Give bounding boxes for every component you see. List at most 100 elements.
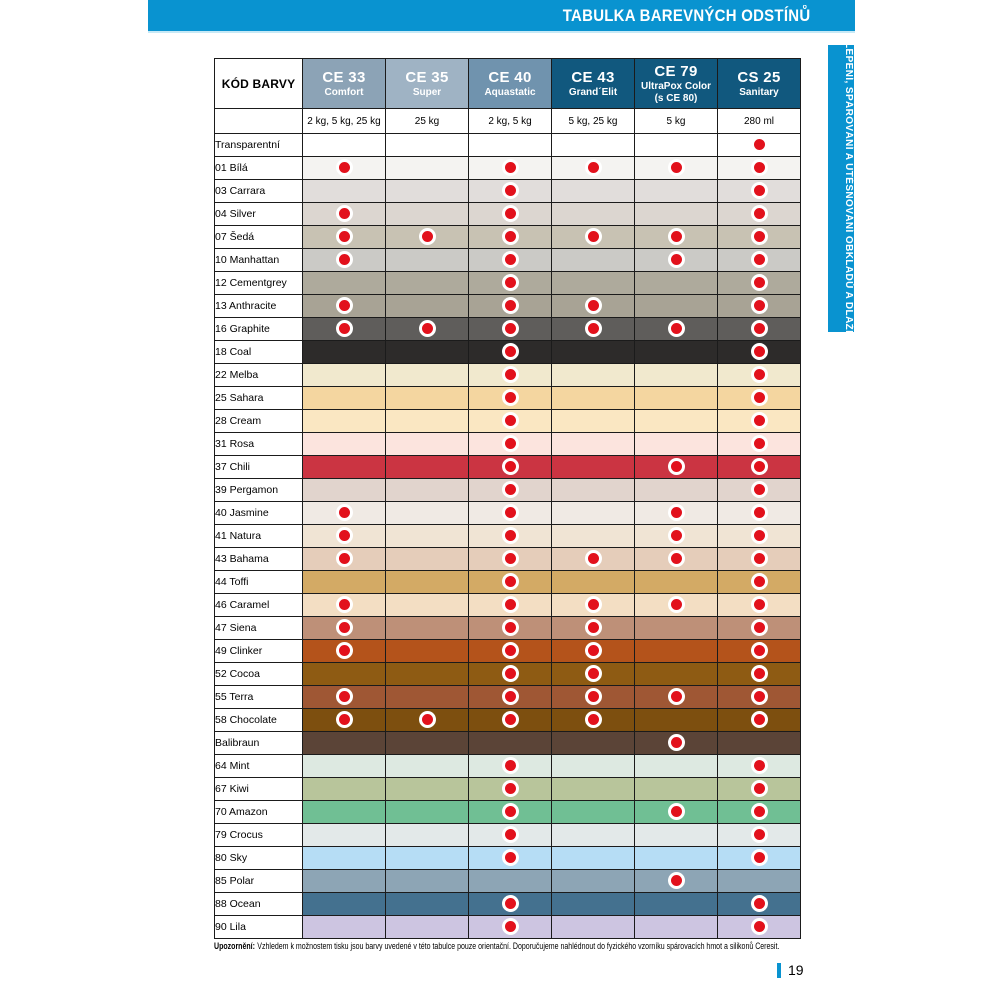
color-swatch-cell bbox=[551, 754, 635, 778]
column-header-cs-25: CS 25 Sanitary bbox=[717, 58, 801, 109]
color-swatch-cell bbox=[634, 455, 718, 479]
color-swatch-cell bbox=[385, 156, 469, 180]
color-swatch-cell bbox=[551, 225, 635, 249]
color-swatch-cell bbox=[551, 248, 635, 272]
color-swatch-cell bbox=[385, 915, 469, 939]
color-label: 18 Coal bbox=[214, 340, 303, 364]
color-swatch-cell bbox=[551, 363, 635, 387]
availability-dot-icon bbox=[501, 849, 519, 867]
color-swatch-cell bbox=[717, 823, 801, 847]
table-row: Transparentní bbox=[214, 133, 801, 157]
color-label: 41 Natura bbox=[214, 524, 303, 548]
availability-dot-icon bbox=[750, 918, 768, 936]
color-swatch-cell bbox=[468, 777, 552, 801]
table-row: 25 Sahara bbox=[214, 386, 801, 410]
color-swatch-cell bbox=[634, 662, 718, 686]
color-swatch-cell bbox=[717, 271, 801, 295]
availability-dot-icon bbox=[501, 665, 519, 683]
color-swatch-cell bbox=[302, 156, 386, 180]
table-row: 58 Chocolate bbox=[214, 708, 801, 732]
color-swatch-cell bbox=[302, 294, 386, 318]
column-header-ce-35: CE 35 Super bbox=[385, 58, 469, 109]
availability-dot-icon bbox=[584, 320, 602, 338]
product-code: CE 40 bbox=[488, 68, 532, 86]
availability-dot-icon bbox=[584, 642, 602, 660]
color-swatch-cell bbox=[302, 202, 386, 226]
availability-dot-icon bbox=[750, 228, 768, 246]
color-swatch-cell bbox=[634, 501, 718, 525]
color-label: 07 Šedá bbox=[214, 225, 303, 249]
color-label: 55 Terra bbox=[214, 685, 303, 709]
availability-dot-icon bbox=[667, 159, 685, 177]
color-swatch-cell bbox=[551, 179, 635, 203]
color-swatch-cell bbox=[717, 685, 801, 709]
color-swatch-cell bbox=[468, 248, 552, 272]
color-swatch-cell bbox=[302, 455, 386, 479]
availability-dot-icon bbox=[750, 596, 768, 614]
availability-dot-icon bbox=[501, 159, 519, 177]
color-label: 28 Cream bbox=[214, 409, 303, 433]
color-swatch-cell bbox=[302, 662, 386, 686]
table-header-row: KÓD BARVY CE 33 Comfort CE 35 Super CE 40 Aqu… bbox=[214, 58, 801, 109]
table-row: 01 Bílá bbox=[214, 156, 801, 180]
availability-dot-icon bbox=[750, 251, 768, 269]
color-swatch-cell bbox=[551, 915, 635, 939]
color-swatch-cell bbox=[468, 547, 552, 571]
color-swatch-cell bbox=[551, 731, 635, 755]
color-swatch-cell bbox=[468, 524, 552, 548]
color-swatch-cell bbox=[385, 800, 469, 824]
color-label: 12 Cementgrey bbox=[214, 271, 303, 295]
table-row: 37 Chili bbox=[214, 455, 801, 479]
color-swatch-cell bbox=[634, 294, 718, 318]
table-row: 40 Jasmine bbox=[214, 501, 801, 525]
availability-dot-icon bbox=[667, 803, 685, 821]
color-swatch-cell bbox=[302, 363, 386, 387]
availability-dot-icon bbox=[501, 366, 519, 384]
color-swatch-cell bbox=[385, 869, 469, 893]
color-swatch-cell bbox=[468, 271, 552, 295]
color-swatch-cell bbox=[302, 524, 386, 548]
table-row: 22 Melba bbox=[214, 363, 801, 387]
color-swatch-cell bbox=[302, 685, 386, 709]
availability-dot-icon bbox=[750, 803, 768, 821]
color-swatch-cell bbox=[468, 317, 552, 341]
availability-dot-icon bbox=[335, 205, 353, 223]
product-name: Comfort bbox=[324, 86, 364, 98]
availability-dot-icon bbox=[750, 895, 768, 913]
availability-dot-icon bbox=[750, 343, 768, 361]
color-swatch-cell bbox=[302, 731, 386, 755]
package-sizes: 280 ml bbox=[717, 108, 801, 134]
availability-dot-icon bbox=[750, 274, 768, 292]
color-swatch-cell bbox=[468, 386, 552, 410]
color-swatch-cell bbox=[302, 179, 386, 203]
color-swatch-cell bbox=[717, 846, 801, 870]
color-swatch-cell bbox=[717, 501, 801, 525]
color-swatch-cell bbox=[468, 685, 552, 709]
color-shade-table: KÓD BARVY CE 33 Comfort CE 35 Super CE 40 Aqu… bbox=[214, 58, 801, 939]
color-swatch-cell bbox=[551, 547, 635, 571]
color-swatch-cell bbox=[468, 570, 552, 594]
color-swatch-cell bbox=[717, 225, 801, 249]
color-swatch-cell bbox=[634, 271, 718, 295]
availability-dot-icon bbox=[750, 504, 768, 522]
availability-dot-icon bbox=[335, 550, 353, 568]
color-swatch-cell bbox=[717, 593, 801, 617]
color-swatch-cell bbox=[468, 639, 552, 663]
color-swatch-cell bbox=[717, 409, 801, 433]
table-row: 41 Natura bbox=[214, 524, 801, 548]
availability-dot-icon bbox=[750, 435, 768, 453]
color-swatch-cell bbox=[717, 363, 801, 387]
page-number-bar bbox=[777, 962, 781, 978]
table-row: 80 Sky bbox=[214, 846, 801, 870]
availability-dot-icon bbox=[750, 366, 768, 384]
color-swatch-cell bbox=[634, 777, 718, 801]
availability-dot-icon bbox=[501, 596, 519, 614]
availability-dot-icon bbox=[501, 274, 519, 292]
availability-dot-icon bbox=[667, 320, 685, 338]
color-swatch-cell bbox=[385, 294, 469, 318]
color-swatch-cell bbox=[385, 225, 469, 249]
color-label: 03 Carrara bbox=[214, 179, 303, 203]
color-swatch-cell bbox=[551, 593, 635, 617]
availability-dot-icon bbox=[501, 458, 519, 476]
color-swatch-cell bbox=[385, 777, 469, 801]
